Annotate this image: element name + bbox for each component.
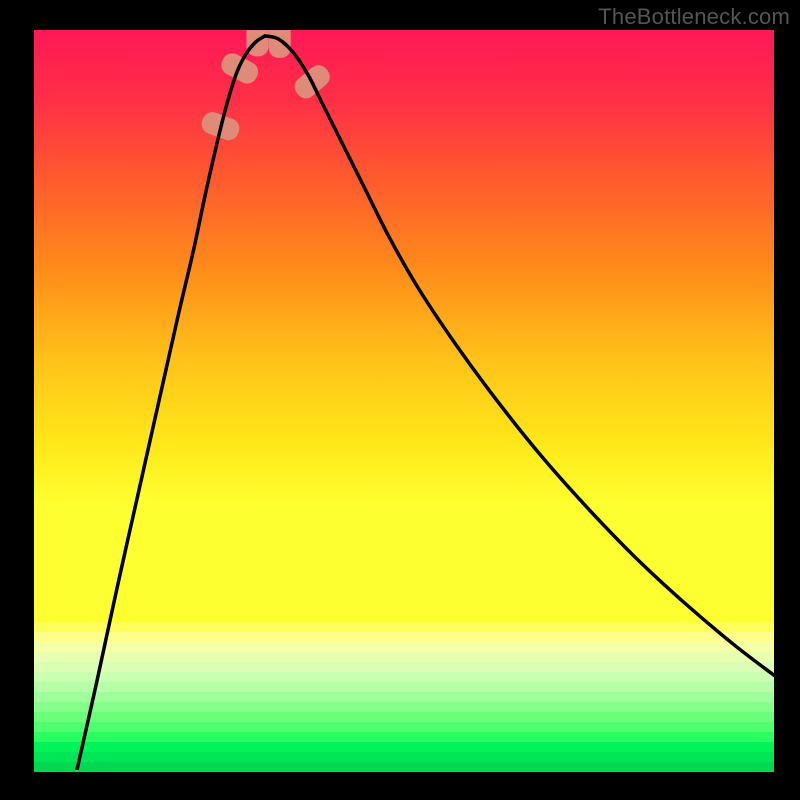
curve-marker [246, 30, 268, 56]
curve-left-branch [77, 36, 265, 770]
chart-curve [34, 30, 774, 770]
chart-plot-area [34, 30, 774, 770]
curve-right-branch [265, 36, 774, 675]
watermark-text: TheBottleneck.com [598, 4, 790, 30]
